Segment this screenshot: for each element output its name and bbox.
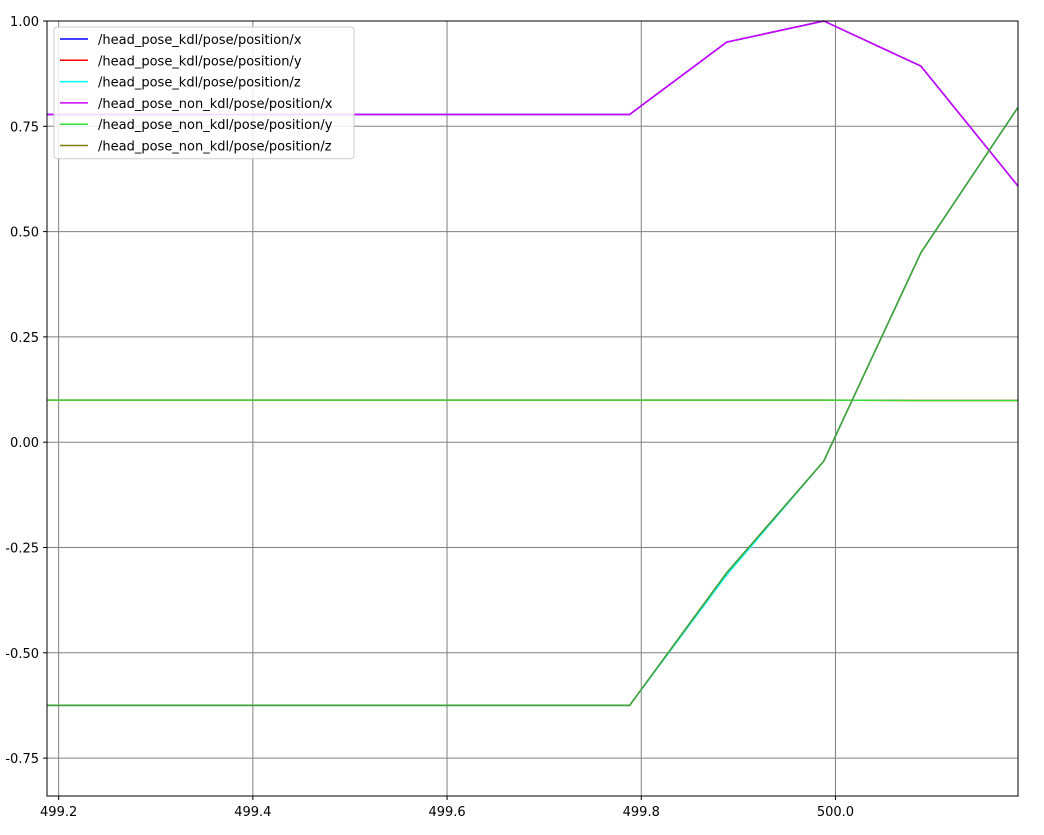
- legend-box: [53, 26, 355, 160]
- y-axis: -0.75 -0.50 -0.25 0.00 0.25 0.50 0.75 1.00: [5, 15, 47, 767]
- x-tick-label: 499.2: [40, 805, 77, 820]
- legend-label: /head_pose_non_kdl/pose/position/z: [98, 140, 332, 155]
- x-tick-label: 499.8: [623, 805, 660, 820]
- y-tick-label: 0.50: [10, 226, 39, 241]
- x-tick-label: 500.0: [817, 805, 854, 820]
- legend-label: /head_pose_non_kdl/pose/position/x: [98, 97, 333, 112]
- grid: [47, 20, 1018, 796]
- y-tick-label: -0.75: [5, 752, 39, 767]
- x-tick-label: 499.4: [234, 805, 271, 820]
- y-tick-label: 1.00: [10, 15, 39, 30]
- y-tick-label: 0.75: [10, 120, 39, 135]
- legend: /head_pose_kdl/pose/position/x/head_pose…: [53, 26, 355, 160]
- y-tick-label: 0.25: [10, 331, 39, 346]
- x-tick-label: 499.6: [428, 805, 465, 820]
- legend-label: /head_pose_kdl/pose/position/z: [98, 76, 301, 91]
- series-lines: [47, 20, 1019, 707]
- y-tick-label: 0.00: [10, 436, 39, 451]
- y-tick-label: -0.50: [5, 647, 39, 662]
- legend-label: /head_pose_kdl/pose/position/y: [98, 54, 302, 69]
- plot-frame: [46, 20, 1019, 797]
- series-line: [47, 20, 1019, 187]
- x-axis: 499.2 499.4 499.6 499.8 500.0: [40, 796, 854, 820]
- legend-label: /head_pose_non_kdl/pose/position/y: [98, 118, 333, 133]
- legend-label: /head_pose_kdl/pose/position/x: [98, 33, 302, 48]
- y-tick-label: -0.25: [5, 541, 39, 556]
- series-line: [47, 106, 1019, 707]
